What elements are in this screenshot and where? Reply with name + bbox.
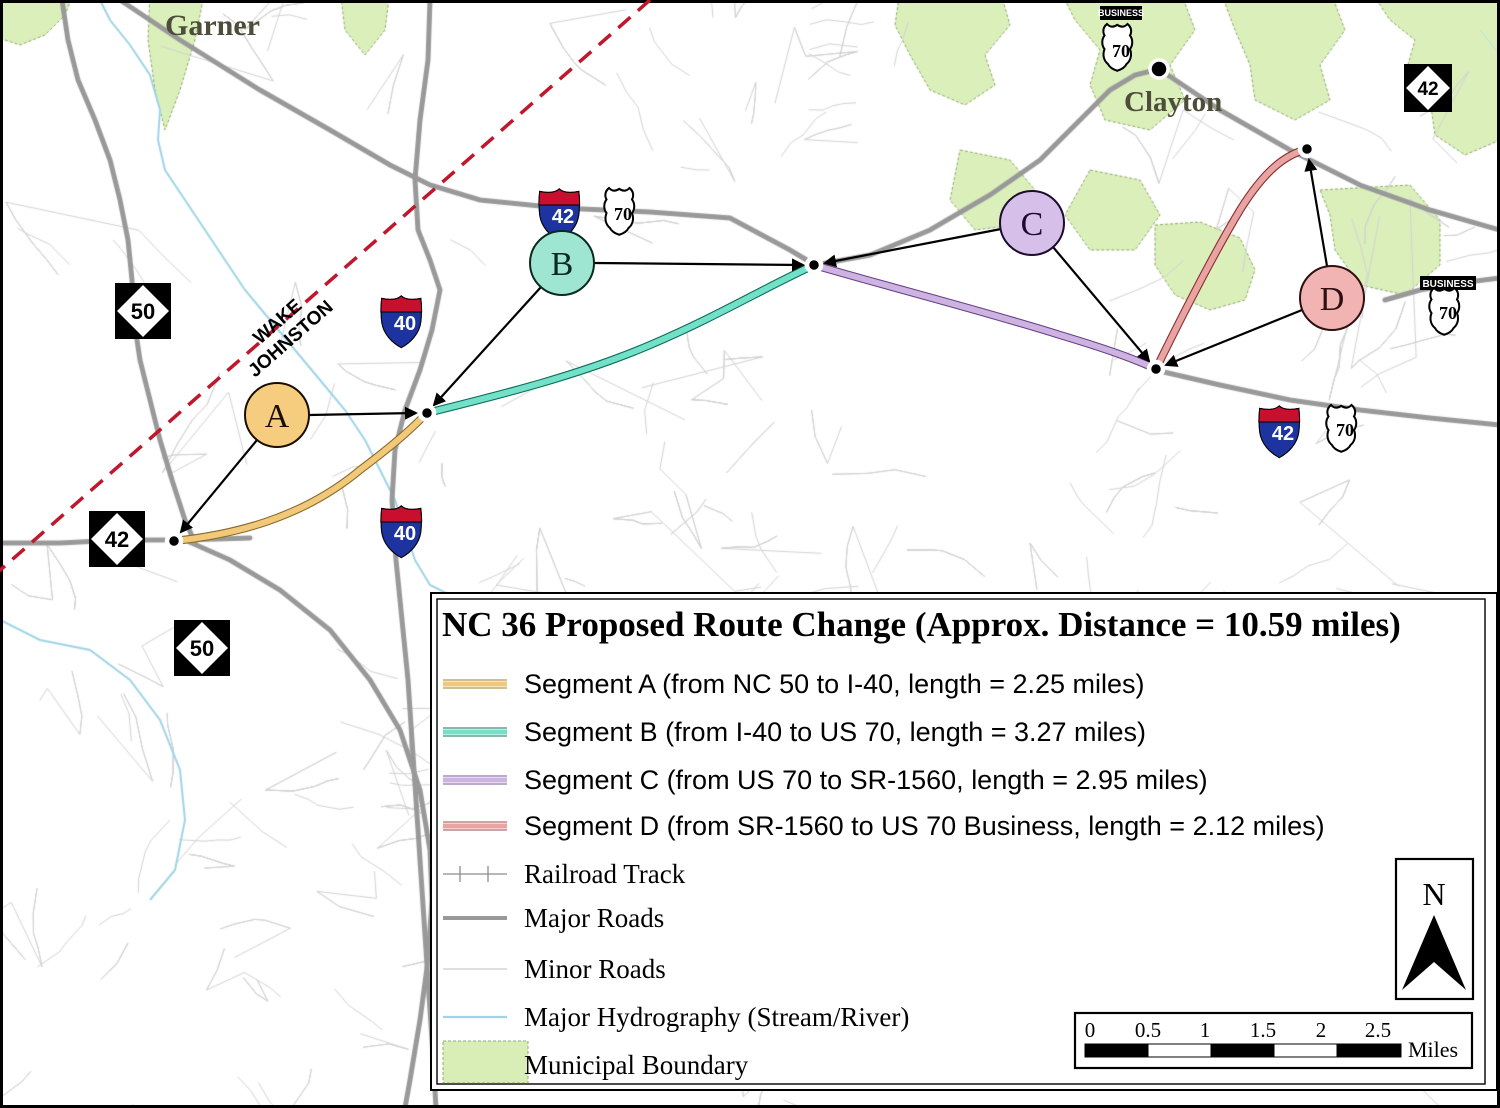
- svg-text:70: 70: [1439, 303, 1457, 323]
- svg-text:Segment B (from I-40 to US 70,: Segment B (from I-40 to US 70, length = …: [524, 717, 1146, 747]
- svg-text:50: 50: [190, 636, 214, 661]
- svg-text:Segment A (from NC 50 to I-40,: Segment A (from NC 50 to I-40, length = …: [524, 669, 1145, 699]
- svg-text:C: C: [1021, 206, 1044, 243]
- svg-text:42: 42: [1417, 79, 1438, 100]
- svg-text:Segment C (from US 70 to SR-15: Segment C (from US 70 to SR-1560, length…: [524, 765, 1208, 795]
- svg-text:2.5: 2.5: [1365, 1018, 1391, 1042]
- svg-text:BUSINESS: BUSINESS: [1098, 8, 1144, 18]
- svg-text:0.5: 0.5: [1135, 1018, 1161, 1042]
- svg-text:70: 70: [1112, 41, 1130, 61]
- svg-text:B: B: [551, 246, 574, 283]
- svg-text:1: 1: [1200, 1018, 1211, 1042]
- svg-text:Garner: Garner: [165, 9, 260, 42]
- svg-text:Railroad Track: Railroad Track: [524, 859, 686, 889]
- svg-text:Segment D (from SR-1560 to US: Segment D (from SR-1560 to US 70 Busines…: [524, 811, 1325, 841]
- svg-text:70: 70: [614, 204, 632, 224]
- svg-text:2: 2: [1316, 1018, 1327, 1042]
- svg-text:40: 40: [394, 523, 416, 545]
- svg-text:Clayton: Clayton: [1124, 86, 1222, 118]
- svg-text:D: D: [1320, 281, 1345, 318]
- svg-text:N: N: [1422, 876, 1445, 912]
- svg-text:Major Roads: Major Roads: [524, 903, 664, 933]
- svg-text:Municipal Boundary: Municipal Boundary: [524, 1050, 749, 1080]
- svg-text:42: 42: [552, 206, 574, 228]
- svg-text:42: 42: [1272, 423, 1294, 445]
- svg-text:50: 50: [131, 299, 155, 324]
- svg-text:BUSINESS: BUSINESS: [1422, 279, 1473, 290]
- svg-text:42: 42: [105, 527, 129, 552]
- svg-text:0: 0: [1085, 1018, 1096, 1042]
- svg-text:70: 70: [1336, 420, 1354, 440]
- svg-text:Major Hydrography (Stream/Rive: Major Hydrography (Stream/River): [524, 1002, 909, 1032]
- svg-text:40: 40: [394, 313, 416, 335]
- svg-text:Minor Roads: Minor Roads: [524, 954, 666, 984]
- svg-text:NC 36 Proposed Route Change (A: NC 36 Proposed Route Change (Approx. Dis…: [442, 605, 1401, 644]
- svg-text:1.5: 1.5: [1250, 1018, 1276, 1042]
- svg-text:Miles: Miles: [1408, 1037, 1458, 1062]
- svg-text:A: A: [265, 398, 290, 435]
